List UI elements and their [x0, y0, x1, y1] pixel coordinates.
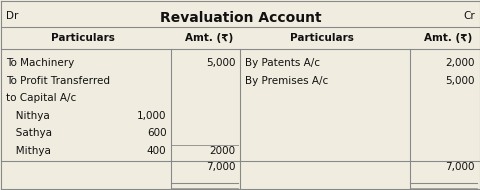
Text: 2,000: 2,000	[444, 59, 474, 68]
Text: 5,000: 5,000	[444, 76, 474, 86]
Text: 1,000: 1,000	[137, 111, 166, 121]
Text: 600: 600	[146, 128, 166, 138]
Text: Nithya: Nithya	[6, 111, 50, 121]
Text: Particulars: Particulars	[289, 33, 353, 43]
Text: to Capital A/c: to Capital A/c	[6, 93, 76, 103]
Text: 5,000: 5,000	[206, 59, 235, 68]
Text: 7,000: 7,000	[444, 162, 474, 172]
Text: Mithya: Mithya	[6, 146, 51, 156]
Text: By Premises A/c: By Premises A/c	[245, 76, 328, 86]
Text: 7,000: 7,000	[206, 162, 235, 172]
Text: Particulars: Particulars	[51, 33, 114, 43]
Text: To Machinery: To Machinery	[6, 59, 74, 68]
Text: Dr: Dr	[6, 11, 19, 21]
Text: Cr: Cr	[462, 11, 474, 21]
Text: 400: 400	[146, 146, 166, 156]
Text: Revaluation Account: Revaluation Account	[159, 11, 321, 25]
Text: 2000: 2000	[209, 146, 235, 156]
Text: By Patents A/c: By Patents A/c	[245, 59, 320, 68]
Text: To Profit Transferred: To Profit Transferred	[6, 76, 110, 86]
Text: Amt. (₹): Amt. (₹)	[423, 33, 471, 43]
Text: Sathya: Sathya	[6, 128, 52, 138]
Text: Amt. (₹): Amt. (₹)	[185, 33, 233, 43]
